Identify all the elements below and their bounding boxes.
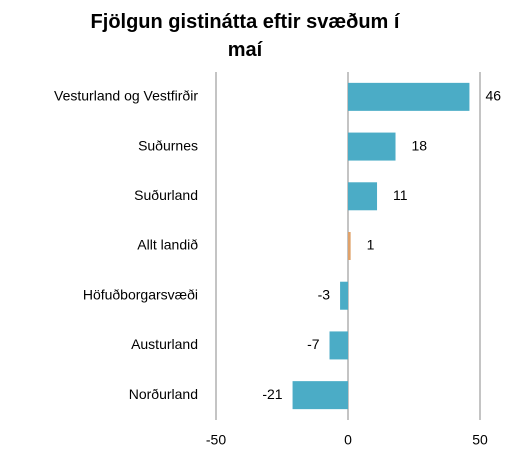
value-label: 46 xyxy=(485,88,501,104)
y-tick-label: Suðurland xyxy=(134,187,198,203)
bar xyxy=(348,132,396,161)
value-label: 18 xyxy=(412,137,428,153)
bar xyxy=(348,82,470,111)
y-tick-label: Allt landið xyxy=(137,237,198,253)
bar xyxy=(329,331,348,360)
bar xyxy=(348,182,378,211)
bar xyxy=(340,281,348,310)
chart-title: Fjölgun gistinátta eftir svæðum í maí xyxy=(90,11,400,61)
y-tick-label: Vesturland og Vestfirðir xyxy=(54,88,198,104)
value-label: 11 xyxy=(393,187,408,203)
y-tick-label: Höfuðborgarsvæði xyxy=(83,286,198,302)
value-label: -21 xyxy=(262,386,282,402)
x-tick-label: 50 xyxy=(472,432,488,448)
x-tick-label: 0 xyxy=(344,432,352,448)
x-tick-label: -50 xyxy=(206,432,226,448)
value-label: -3 xyxy=(318,286,331,302)
bar xyxy=(348,232,351,260)
value-label: -7 xyxy=(307,336,320,352)
y-tick-label: Norðurland xyxy=(129,386,198,402)
value-label: 1 xyxy=(367,237,375,253)
y-tick-label: Austurland xyxy=(131,336,198,352)
y-tick-label: Suðurnes xyxy=(138,137,198,153)
bar xyxy=(292,381,348,410)
